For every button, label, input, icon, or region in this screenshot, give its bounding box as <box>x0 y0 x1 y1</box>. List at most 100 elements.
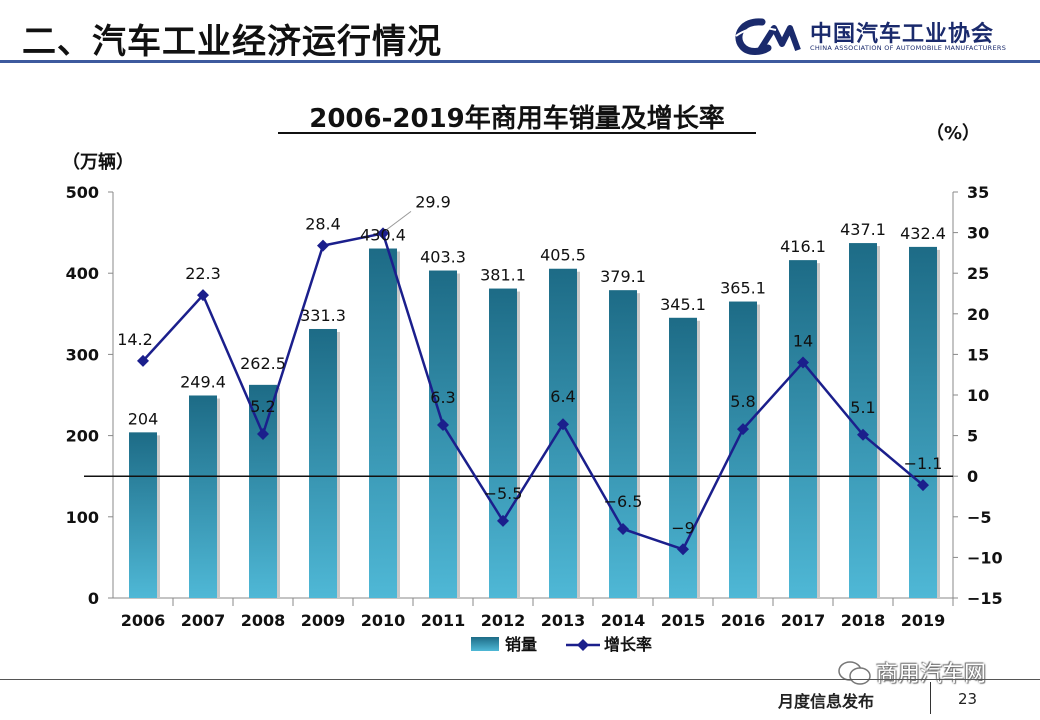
left-tick-label: 500 <box>66 183 99 202</box>
bar-value-label: 204 <box>128 409 159 428</box>
x-tick-label: 2006 <box>121 611 166 630</box>
left-tick-label: 200 <box>66 427 99 446</box>
x-tick-label: 2007 <box>181 611 226 630</box>
bar-2006 <box>129 432 157 598</box>
right-tick-label: 35 <box>967 183 989 202</box>
legend-bar-swatch <box>471 637 499 651</box>
growth-point-2008 <box>257 427 269 440</box>
legend-line-marker <box>577 639 589 651</box>
bar-2017 <box>789 260 817 598</box>
growth-point-2006 <box>137 354 149 367</box>
growth-value-label: 29.9 <box>415 192 451 211</box>
bar-2011 <box>429 270 457 598</box>
x-tick-label: 2013 <box>541 611 586 630</box>
bar-2012 <box>489 288 517 598</box>
chart-title: 2006-2019年商用车销量及增长率 <box>309 103 725 134</box>
bar-value-label: 432.4 <box>900 224 946 243</box>
plot-area: 0 100 200 300 400 500 −15 −10 −5 0 5 10 15 20 25 30 35 20… <box>66 183 1003 654</box>
title-rule <box>0 60 1040 63</box>
growth-point-2011 <box>437 419 449 432</box>
bar-2013 <box>549 268 577 598</box>
bar-value-label: 416.1 <box>780 237 826 256</box>
growth-value-label: 14.2 <box>117 330 153 349</box>
x-tick-label: 2012 <box>481 611 526 630</box>
bar-value-label: 381.1 <box>480 266 526 285</box>
bar-value-label: 379.1 <box>600 267 646 286</box>
logo-text-cn: 中国汽车工业协会 <box>810 22 995 47</box>
x-tick-label: 2015 <box>661 611 706 630</box>
growth-point-2012 <box>497 514 509 527</box>
left-tick-label: 0 <box>88 589 99 608</box>
right-tick-label: 5 <box>967 427 978 446</box>
growth-value-label: 6.4 <box>550 387 575 406</box>
footer-rule <box>0 679 1040 680</box>
right-tick-label: 15 <box>967 345 989 364</box>
left-tick-label: 400 <box>66 264 99 283</box>
x-tick-label: 2008 <box>241 611 286 630</box>
growth-value-label: 22.3 <box>185 264 221 283</box>
right-tick-label: −5 <box>967 508 992 527</box>
footer-text: 月度信息发布 <box>778 692 875 711</box>
growth-value-label: −6.5 <box>604 492 643 511</box>
page-number: 23 <box>958 690 978 708</box>
growth-value-label: −1.1 <box>904 454 943 473</box>
left-tick-label: 300 <box>66 345 99 364</box>
bar-2019 <box>909 246 937 598</box>
left-tick-label: 100 <box>66 508 99 527</box>
bar-2010 <box>369 248 397 598</box>
growth-value-label: 28.4 <box>305 215 341 234</box>
bar-2018 <box>849 243 877 598</box>
right-tick-label: 25 <box>967 264 989 283</box>
growth-point-2016 <box>737 423 749 436</box>
bar-value-label: 249.4 <box>180 372 226 391</box>
x-tick-label: 2017 <box>781 611 826 630</box>
bar-value-label: 403.3 <box>420 248 466 267</box>
footer-separator <box>930 682 931 714</box>
slide-title: 二、汽车工业经济运行情况 <box>22 22 442 62</box>
growth-point-2010 <box>377 227 389 240</box>
bar-2007 <box>189 395 217 598</box>
growth-point-2017 <box>797 356 809 369</box>
bar-2015 <box>669 317 697 598</box>
x-tick-label: 2014 <box>601 611 646 630</box>
bar-2008 <box>249 384 277 598</box>
right-tick-label: −10 <box>967 548 1003 567</box>
growth-point-2013 <box>557 418 569 431</box>
x-tick-label: 2010 <box>361 611 406 630</box>
growth-value-label: 5.2 <box>250 397 275 416</box>
right-axis-unit: （%） <box>926 123 980 144</box>
bar-value-label: 430.4 <box>360 226 406 245</box>
bar-value-label: 262.5 <box>240 354 286 373</box>
legend-bar-label: 销量 <box>505 635 537 654</box>
growth-value-label: 14 <box>793 332 813 351</box>
bar-value-label: 331.3 <box>300 306 346 325</box>
label-leader-line <box>386 211 412 230</box>
growth-point-2019 <box>917 479 929 492</box>
x-tick-label: 2019 <box>901 611 946 630</box>
growth-value-label: 5.1 <box>850 398 875 417</box>
caam-logo-icon <box>735 18 801 55</box>
growth-point-2007 <box>197 289 209 302</box>
growth-value-label: −9 <box>671 518 695 537</box>
x-tick-label: 2011 <box>421 611 466 630</box>
x-tick-label: 2009 <box>301 611 346 630</box>
right-tick-label: −15 <box>967 589 1003 608</box>
growth-rate-line <box>142 231 924 551</box>
growth-value-label: 6.3 <box>430 388 455 407</box>
caam-logo: 中国汽车工业协会 CHINA ASSOCIATION OF AUTOMOBILE… <box>732 14 1032 58</box>
bar-value-label: 437.1 <box>840 220 886 239</box>
legend-line-label: 增长率 <box>604 635 652 654</box>
right-tick-label: 10 <box>967 386 989 405</box>
x-tick-label: 2016 <box>721 611 766 630</box>
bar-2014 <box>609 290 637 598</box>
x-tick-label: 2018 <box>841 611 886 630</box>
logo-text-en: CHINA ASSOCIATION OF AUTOMOBILE MANUFACT… <box>810 44 1007 52</box>
growth-point-2018 <box>857 428 869 441</box>
bar-value-label: 405.5 <box>540 246 586 265</box>
left-axis-unit: （万辆） <box>62 151 134 173</box>
right-tick-label: 20 <box>967 305 989 324</box>
right-tick-label: 30 <box>967 224 989 243</box>
growth-point-2009 <box>317 239 329 252</box>
growth-point-2015 <box>677 543 689 556</box>
